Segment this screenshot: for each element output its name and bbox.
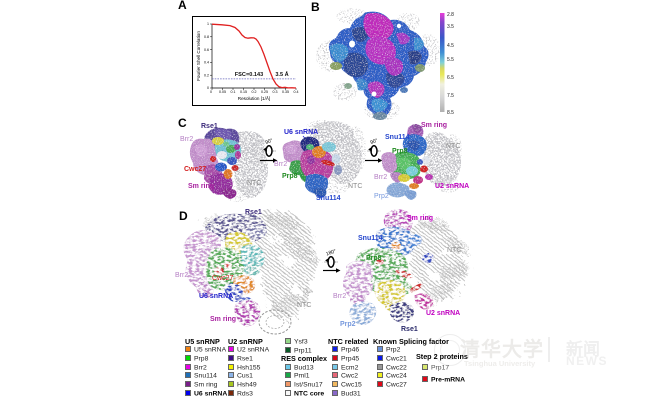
svg-text:6.5: 6.5 [447, 75, 454, 81]
svg-text:0.3: 0.3 [273, 90, 278, 94]
svg-text:0.15: 0.15 [240, 90, 247, 94]
svg-text:0: 0 [210, 90, 212, 94]
svg-text:0.25: 0.25 [261, 90, 268, 94]
svg-text:2.8: 2.8 [447, 12, 454, 18]
svg-text:90°: 90° [265, 138, 274, 146]
svg-text:0.2: 0.2 [204, 73, 209, 77]
svg-text:0.4: 0.4 [294, 90, 299, 94]
svg-text:3.5: 3.5 [447, 24, 454, 30]
svg-text:0: 0 [207, 86, 209, 90]
svg-text:0.8: 0.8 [204, 35, 209, 39]
svg-text:8.5: 8.5 [447, 110, 454, 116]
svg-text:4.5: 4.5 [447, 43, 454, 49]
svg-text:0.35: 0.35 [282, 90, 289, 94]
svg-text:0.4: 0.4 [204, 61, 209, 65]
svg-text:0.2: 0.2 [252, 90, 257, 94]
svg-text:90°: 90° [370, 138, 379, 146]
svg-text:5.5: 5.5 [447, 57, 454, 63]
svg-text:1: 1 [207, 22, 209, 26]
svg-text:Fourier Shell Correlation: Fourier Shell Correlation [196, 31, 201, 81]
svg-text:Resolution [1/Å]: Resolution [1/Å] [238, 95, 270, 101]
svg-text:0.05: 0.05 [219, 90, 226, 94]
svg-text:7.5: 7.5 [447, 93, 454, 99]
svg-text:0.1: 0.1 [231, 90, 236, 94]
svg-text:180°: 180° [325, 248, 337, 257]
svg-text:FSC=0.143: FSC=0.143 [235, 72, 263, 78]
svg-text:0.6: 0.6 [204, 48, 209, 52]
svg-text:3.5 Å: 3.5 Å [275, 71, 288, 78]
